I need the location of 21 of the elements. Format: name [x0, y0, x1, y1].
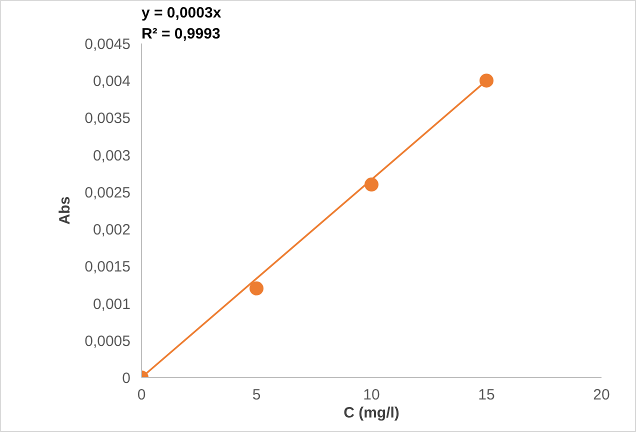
x-tick-label: 0	[137, 386, 146, 404]
y-tick-label: 0,0025	[84, 184, 131, 202]
point	[250, 281, 264, 296]
x-tick-label: 5	[252, 386, 261, 404]
y-tick-label: 0	[122, 370, 130, 387]
x-tick-label: 20	[593, 386, 610, 404]
x-tick-label: 10	[363, 386, 380, 404]
text: R² = 0,9993	[142, 26, 220, 42]
x-axis-title: C (mg/l)	[344, 404, 400, 422]
y-tick-label: 0,0035	[84, 110, 131, 128]
y-tick-label: 0,0015	[84, 258, 131, 276]
point	[480, 74, 494, 88]
y-tick-label: 0,002	[92, 222, 131, 239]
y-tick-label: 0,004	[92, 73, 131, 90]
y-tick-label: 0,003	[92, 147, 131, 164]
y-axis-title: Abs	[56, 196, 74, 225]
y-tick-label: 0,0005	[84, 332, 131, 350]
text: y = 0,0003x	[142, 4, 222, 22]
y-tick-label: 0,0045	[84, 36, 131, 53]
x-tick-label: 15	[478, 386, 495, 404]
y-tick-label: 0,001	[92, 296, 131, 313]
